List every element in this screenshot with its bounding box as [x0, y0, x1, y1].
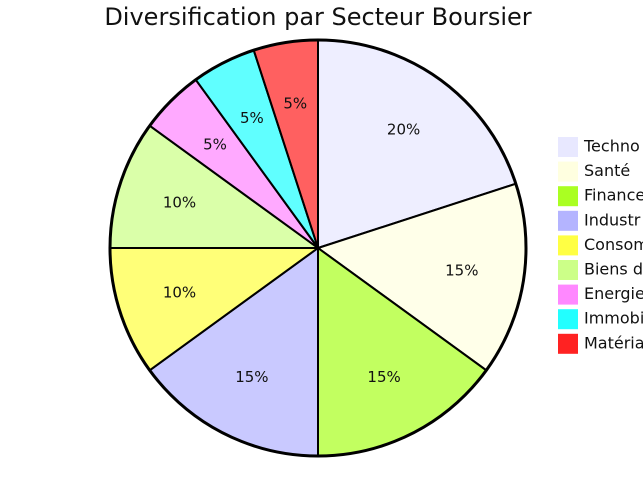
legend-swatch	[558, 260, 578, 280]
slice-label: 10%	[163, 283, 196, 301]
slice-label: 5%	[203, 136, 227, 154]
legend-swatch	[558, 284, 578, 305]
legend-label: Industr	[584, 210, 641, 229]
slice-label: 15%	[367, 368, 400, 386]
slice-label: 10%	[163, 194, 196, 212]
legend-label: Immobi	[584, 309, 643, 328]
pie: 20% 15% 15% 15% 10% 10% 5% 5% 5%	[108, 38, 528, 458]
slice-label: 5%	[283, 95, 307, 113]
slice-label: 15%	[445, 261, 478, 279]
legend-label: Biens d	[584, 260, 643, 279]
legend-label: Santé	[584, 161, 630, 180]
legend-swatch	[558, 161, 578, 182]
slice-label: 20%	[387, 121, 420, 139]
legend: Techno Santé Finance Industr Consom Biens d En…	[558, 137, 643, 354]
legend-label: Energie	[584, 284, 643, 303]
legend-swatch	[558, 333, 578, 354]
legend-swatch	[558, 186, 578, 207]
legend-swatch	[558, 137, 578, 157]
slice-label: 15%	[235, 368, 268, 386]
slice-label: 5%	[240, 109, 264, 127]
legend-label: Consom	[584, 235, 643, 254]
pie-outline	[108, 38, 528, 458]
legend-label: Techno	[583, 137, 640, 156]
chart-title: Diversification par Secteur Boursier	[104, 3, 531, 31]
legend-swatch	[558, 309, 578, 330]
legend-swatch	[558, 235, 578, 256]
legend-swatch	[558, 210, 578, 231]
legend-label: Matéria	[584, 333, 643, 352]
legend-label: Finance	[584, 186, 643, 205]
